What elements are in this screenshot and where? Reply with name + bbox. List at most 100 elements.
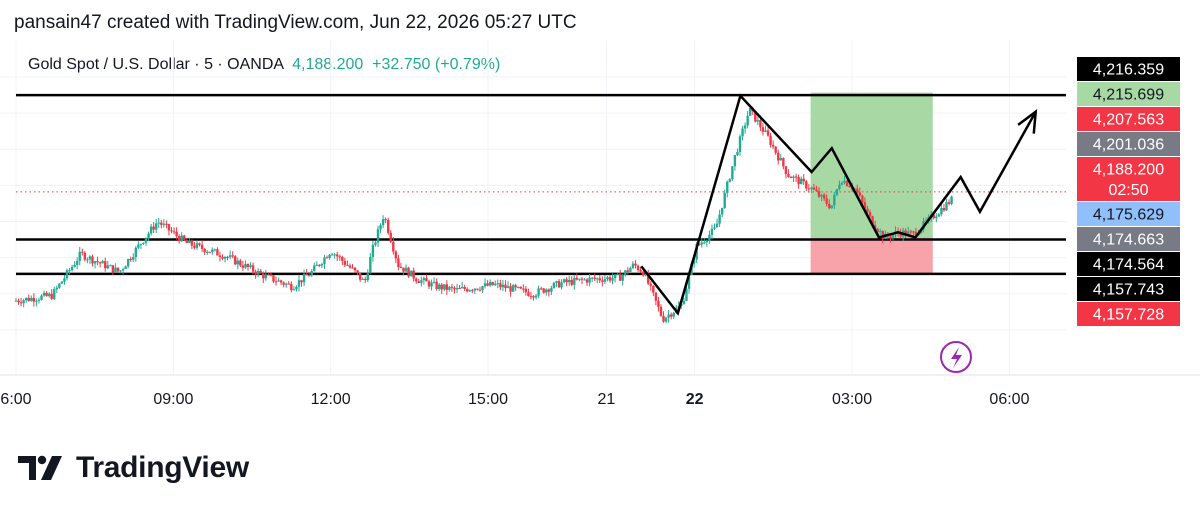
candle-body (43, 293, 45, 296)
candle (724, 190, 726, 209)
candle (53, 287, 55, 300)
candle (741, 126, 743, 141)
price-axis-label: 4,216.359 (1077, 57, 1180, 81)
candle-body (568, 280, 570, 282)
candle (135, 246, 137, 262)
candle-body (91, 256, 93, 263)
candle-body (910, 231, 912, 232)
candle (346, 261, 348, 267)
time-axis[interactable]: 6:00 09:00 12:00 15:00 21 22 03:00 06:00 (0, 391, 1029, 408)
candle (458, 285, 460, 289)
candle-body (665, 318, 667, 322)
candle (384, 217, 386, 223)
candle-body (782, 158, 784, 166)
candle-body (785, 166, 787, 174)
candle (107, 261, 109, 269)
candle-body (415, 279, 417, 282)
candle (410, 270, 412, 276)
candle-body (412, 271, 414, 279)
candle-body (311, 271, 313, 275)
candle-body (458, 288, 460, 289)
candle-body (879, 231, 881, 232)
candle-body (652, 286, 654, 293)
candle (568, 276, 570, 286)
candle (619, 270, 621, 281)
candle (318, 264, 320, 267)
candle (453, 286, 455, 293)
candle-body (479, 290, 481, 291)
price-axis-label: 4,207.563 (1077, 107, 1180, 131)
candle-body (443, 284, 445, 289)
candle-body (520, 287, 522, 289)
candle-body (290, 284, 292, 290)
candle-body (377, 229, 379, 242)
price-label-text: 4,175.629 (1093, 207, 1164, 224)
candle-body (466, 289, 468, 291)
flash-icon[interactable] (941, 342, 971, 372)
candle-body (17, 301, 19, 303)
candle (512, 284, 514, 292)
candle (474, 288, 476, 294)
candle (596, 277, 598, 283)
candle (91, 255, 93, 267)
price-label-text: 4,157.743 (1093, 282, 1164, 299)
candle-body (170, 230, 172, 231)
candle (280, 280, 282, 285)
candle-body (244, 264, 246, 268)
candle (73, 261, 75, 267)
candle (507, 281, 509, 288)
candle-body (522, 288, 524, 289)
candle-body (140, 244, 142, 245)
candle-body (341, 257, 343, 261)
candle-body (456, 288, 458, 289)
candle-body (288, 284, 290, 285)
candle (517, 286, 519, 288)
candle (716, 219, 718, 228)
candle (43, 291, 45, 297)
candle (311, 269, 313, 277)
candle-body (104, 261, 106, 268)
candle (196, 240, 198, 250)
candle-body (249, 265, 251, 267)
candle-body (109, 265, 111, 266)
candle-body (627, 270, 629, 271)
candle-body (384, 219, 386, 220)
candle-body (359, 273, 361, 280)
candle (565, 277, 567, 286)
candle-body (119, 270, 121, 271)
candle (25, 298, 27, 303)
candle-body (950, 197, 952, 204)
price-axis-label: 4,201.036 (1077, 132, 1180, 156)
candle-body (935, 217, 937, 219)
arrow-head[interactable] (1018, 112, 1036, 134)
price-axis[interactable]: 4,216.359 4,215.699 4,207.563 4,201.036 4,18… (1077, 57, 1180, 326)
candle (400, 263, 402, 268)
candle (734, 155, 736, 171)
candle (553, 282, 555, 289)
candle-body (272, 275, 274, 281)
candle-body (203, 249, 205, 252)
candle-body (815, 190, 817, 191)
candle (249, 262, 251, 268)
candle-body (56, 288, 58, 289)
candle-body (746, 116, 748, 126)
candle (797, 175, 799, 189)
position-zones[interactable] (811, 93, 933, 274)
candle (181, 232, 183, 242)
candle-body (150, 227, 152, 234)
candle-body (392, 242, 394, 252)
candle-body (667, 315, 669, 318)
candle (604, 275, 606, 284)
candle-body (117, 268, 119, 272)
candle (48, 292, 50, 298)
candle (285, 283, 287, 288)
candle (935, 213, 937, 222)
price-chart[interactable]: 6:00 09:00 12:00 15:00 21 22 03:00 06:00 4,216.… (0, 0, 1200, 420)
candle (555, 281, 557, 287)
candle (785, 166, 787, 178)
candle (209, 252, 211, 253)
tradingview-logo-icon (18, 453, 66, 483)
candle-body (553, 283, 555, 288)
candle (193, 242, 195, 249)
candle-body (701, 242, 703, 244)
